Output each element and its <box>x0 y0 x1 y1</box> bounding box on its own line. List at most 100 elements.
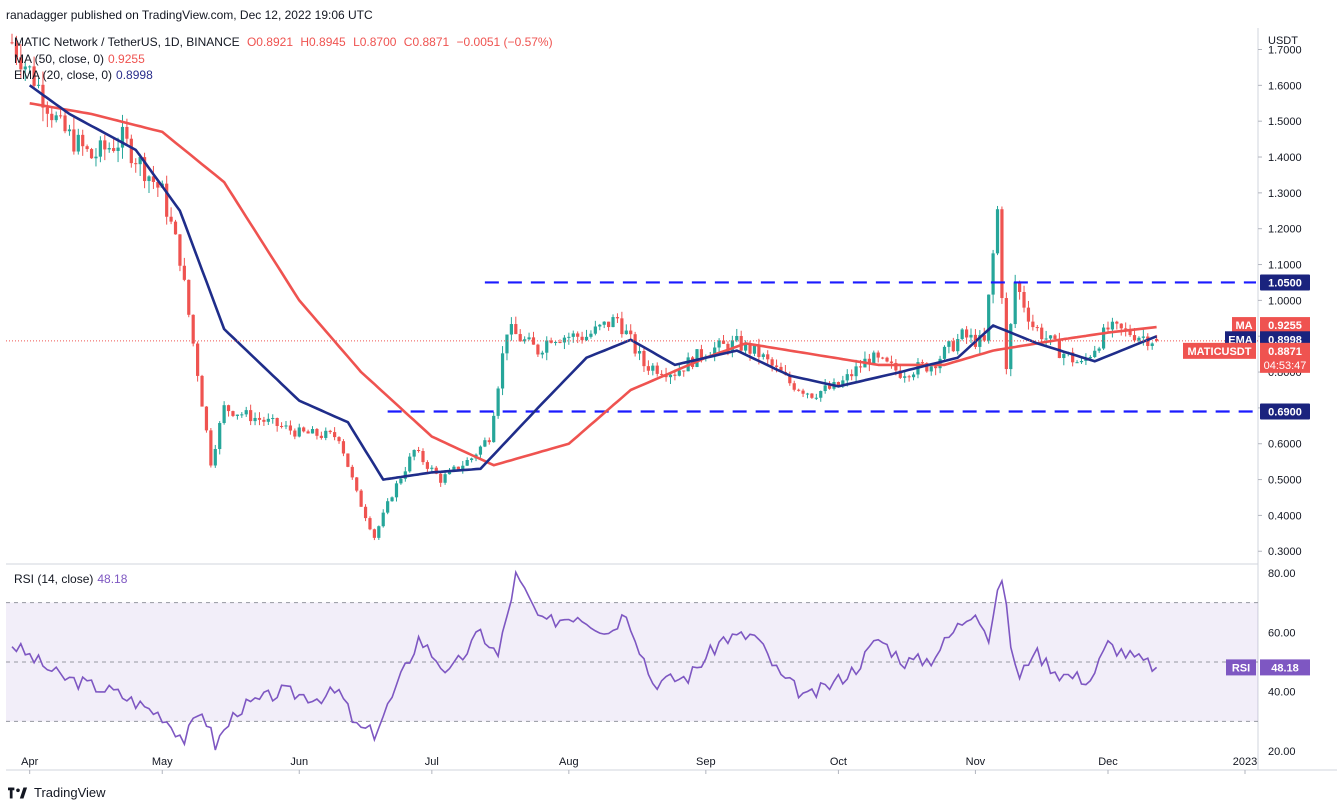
candle-body <box>443 474 447 483</box>
candle-body <box>262 419 266 422</box>
candle-body <box>699 349 704 358</box>
candle-body <box>257 417 262 420</box>
ema-legend-label: EMA (20, close, 0) <box>14 68 113 82</box>
candle-body <box>1048 335 1053 339</box>
candle-body <box>964 329 969 338</box>
candle-body <box>50 113 54 121</box>
candle-body <box>213 449 217 466</box>
candle-body <box>1013 282 1017 325</box>
candle-body <box>850 374 854 377</box>
candle-body <box>363 506 368 519</box>
candle-body <box>903 376 907 378</box>
candle-body <box>1124 328 1128 330</box>
candle-body <box>284 425 288 427</box>
candle-body <box>889 361 894 363</box>
candle-body <box>67 129 72 132</box>
candle-body <box>209 430 213 466</box>
candle-body <box>107 148 111 150</box>
published-caption: ranadagger published on TradingView.com,… <box>6 8 373 22</box>
candle-body <box>858 366 863 368</box>
price-axis-unit: USDT <box>1268 35 1298 47</box>
candle-body <box>226 405 231 412</box>
series-tag-value-label: 0.8871 <box>1268 346 1302 358</box>
candle-body <box>995 209 1000 254</box>
candle-body <box>536 344 540 355</box>
candle-body <box>721 340 726 344</box>
level-tag-label: 0.6900 <box>1268 406 1302 418</box>
series-tag-value <box>1260 317 1310 334</box>
price-tick-label: 1.6000 <box>1268 80 1302 92</box>
series-tag-value-label: 0.9255 <box>1268 320 1302 332</box>
candle-body <box>120 126 125 148</box>
price-tick-label: 1.5000 <box>1268 116 1302 128</box>
time-tick-label: Nov <box>966 756 986 768</box>
candle-body <box>805 393 810 395</box>
candle-body <box>682 370 686 372</box>
candle-body <box>987 294 991 341</box>
candle-body <box>1004 298 1008 370</box>
candle-body <box>911 374 916 378</box>
ema-legend: EMA (20, close, 0) 0.8998 <box>14 68 153 82</box>
candle-body <box>249 410 253 422</box>
ma-legend-label: MA (50, close, 0) <box>14 52 105 66</box>
candle-body <box>942 346 947 359</box>
candle-body <box>553 341 558 343</box>
symbol-legend: MATIC Network / TetherUS, 1D, BINANCE O0… <box>14 35 553 49</box>
candle-body <box>461 465 465 470</box>
price-tick-label: 1.0000 <box>1268 295 1302 307</box>
change-value: −0.0051 (−0.57%) <box>456 35 553 49</box>
candle-body <box>1137 337 1141 341</box>
rsi-legend-value: 48.18 <box>97 572 128 586</box>
candle-body <box>810 393 814 398</box>
candle-body <box>726 343 730 352</box>
candle-body <box>925 363 929 372</box>
ma-line <box>29 102 1157 467</box>
candle-body <box>797 389 801 391</box>
candle-body <box>651 365 655 371</box>
candle-body <box>558 341 562 343</box>
candle-body <box>1079 360 1084 363</box>
candle-body <box>416 450 421 452</box>
candle-body <box>969 334 973 338</box>
candle-body <box>739 336 743 351</box>
candle-body <box>492 415 496 443</box>
candle-body <box>1101 327 1106 349</box>
candle-body <box>615 317 620 319</box>
rsi-tick-label: 80.00 <box>1268 568 1296 580</box>
candle-body <box>637 350 642 354</box>
candle-body <box>1110 321 1115 330</box>
candle-body <box>412 450 416 457</box>
candle-body <box>757 345 761 357</box>
candle-body <box>452 466 456 471</box>
candle-body <box>602 321 606 325</box>
candle-body <box>872 352 876 364</box>
candle-body <box>63 115 67 132</box>
candle-body <box>337 437 341 442</box>
candle-body <box>1097 348 1101 351</box>
candle-body <box>845 374 849 381</box>
candle-body <box>1071 352 1075 363</box>
candle-body <box>770 359 774 366</box>
low-value: L0.8700 <box>353 35 397 49</box>
footer-brand[interactable]: TradingView <box>8 785 106 800</box>
candle-body <box>929 366 933 372</box>
candle-body <box>19 57 23 70</box>
open-value: O0.8921 <box>246 35 293 49</box>
candle-body <box>1088 356 1092 359</box>
candle-body <box>509 324 513 335</box>
candles-group <box>10 33 1159 541</box>
candle-body <box>1093 350 1097 357</box>
candle-body <box>187 279 191 315</box>
candle-body <box>947 341 951 347</box>
candle-body <box>54 115 58 121</box>
price-tick-label: 0.6000 <box>1268 439 1302 451</box>
candle-body <box>1062 353 1066 359</box>
series-tag-name <box>1183 342 1256 359</box>
candle-body <box>898 370 902 378</box>
level-tag-label: 1.0500 <box>1268 277 1302 289</box>
candle-body <box>580 336 584 341</box>
candle-body <box>1128 328 1132 336</box>
candle-body <box>355 477 359 491</box>
candle-body <box>297 427 301 437</box>
